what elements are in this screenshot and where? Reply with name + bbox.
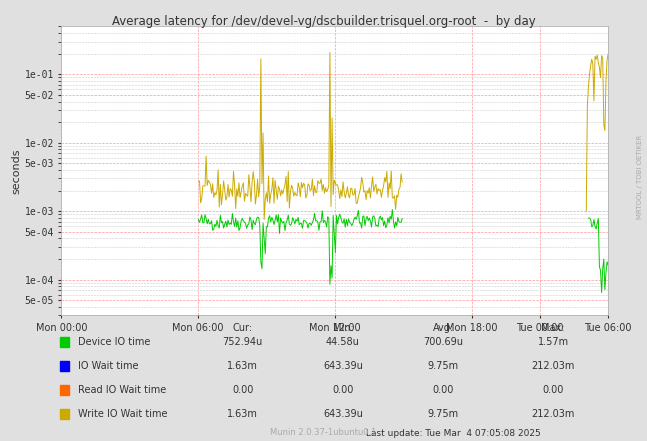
Text: Last update: Tue Mar  4 07:05:08 2025: Last update: Tue Mar 4 07:05:08 2025 bbox=[366, 429, 540, 438]
Text: 643.39u: 643.39u bbox=[323, 361, 363, 371]
Text: Min:: Min: bbox=[333, 323, 353, 333]
Text: 1.63m: 1.63m bbox=[227, 361, 258, 371]
Text: 212.03m: 212.03m bbox=[531, 409, 575, 419]
Text: Max:: Max: bbox=[542, 323, 565, 333]
Text: 0.00: 0.00 bbox=[432, 385, 454, 395]
Y-axis label: seconds: seconds bbox=[12, 148, 21, 194]
Text: Device IO time: Device IO time bbox=[78, 337, 150, 347]
Text: 0.00: 0.00 bbox=[332, 385, 354, 395]
Text: 9.75m: 9.75m bbox=[428, 361, 459, 371]
Text: Cur:: Cur: bbox=[232, 323, 253, 333]
Text: 44.58u: 44.58u bbox=[326, 337, 360, 347]
Text: Average latency for /dev/devel-vg/dscbuilder.trisquel.org-root  -  by day: Average latency for /dev/devel-vg/dscbui… bbox=[112, 15, 535, 28]
Text: 0.00: 0.00 bbox=[542, 385, 564, 395]
Text: Read IO Wait time: Read IO Wait time bbox=[78, 385, 166, 395]
Text: Avg:: Avg: bbox=[433, 323, 454, 333]
Text: 643.39u: 643.39u bbox=[323, 409, 363, 419]
Text: Write IO Wait time: Write IO Wait time bbox=[78, 409, 167, 419]
Text: IO Wait time: IO Wait time bbox=[78, 361, 138, 371]
Text: 1.57m: 1.57m bbox=[538, 337, 569, 347]
Text: 1.63m: 1.63m bbox=[227, 409, 258, 419]
Text: 9.75m: 9.75m bbox=[428, 409, 459, 419]
Text: 0.00: 0.00 bbox=[232, 385, 254, 395]
Text: 212.03m: 212.03m bbox=[531, 361, 575, 371]
Text: MRTOOL / TOBI OETIKER: MRTOOL / TOBI OETIKER bbox=[637, 134, 643, 219]
Text: 752.94u: 752.94u bbox=[223, 337, 263, 347]
Text: 700.69u: 700.69u bbox=[423, 337, 463, 347]
Text: Munin 2.0.37-1ubuntu0.1: Munin 2.0.37-1ubuntu0.1 bbox=[270, 429, 377, 437]
